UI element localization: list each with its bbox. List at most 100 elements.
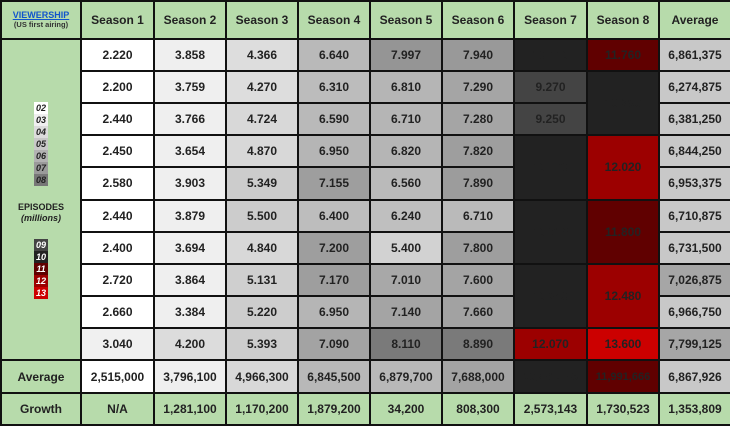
header-season-3: Season 3	[225, 0, 299, 40]
cell: 2.200	[80, 69, 155, 104]
row-average: 6,381,250	[658, 101, 730, 137]
cell: 4.724	[225, 101, 299, 137]
header-average: Average	[658, 0, 730, 40]
cell: 3.694	[153, 230, 227, 265]
growth-cell: 808,300	[441, 391, 515, 426]
growth-cell: 1,879,200	[297, 391, 371, 426]
cell: 12.480	[586, 262, 660, 330]
cell: 5.220	[225, 295, 299, 330]
growth-row: Growth N/A 1,281,100 1,170,200 1,879,200…	[0, 391, 730, 426]
legend-chip: 12	[33, 275, 48, 288]
header-season-5: Season 5	[369, 0, 443, 40]
cell: 2.720	[80, 262, 155, 298]
cell: 10.290	[586, 69, 660, 137]
average-cell: 3,796,100	[153, 359, 227, 394]
cell: 6.400	[297, 198, 371, 233]
growth-cell: 1,281,100	[153, 391, 227, 426]
cell: 10.110	[513, 37, 588, 72]
cell: 9.250	[513, 101, 588, 137]
growth-cell: 34,200	[369, 391, 443, 426]
cell: 11.800	[586, 198, 660, 265]
average-cell: 6,879,700	[369, 359, 443, 394]
legend-chip: 13	[33, 287, 48, 300]
cell: 3.654	[153, 134, 227, 169]
cell: 6.590	[297, 101, 371, 137]
legend-chip: 02	[33, 101, 48, 114]
cell: 2.440	[80, 101, 155, 137]
cell: 2.220	[80, 37, 155, 72]
cell: 3.858	[153, 37, 227, 72]
viewership-link[interactable]: VIEWERSHIP	[12, 10, 70, 21]
header-season-7: Season 7	[513, 0, 588, 40]
growth-cell: 1,170,200	[225, 391, 299, 426]
table-row: 2.720 3.864 5.131 7.170 7.010 7.600 10.2…	[1, 262, 730, 330]
row-average: 6,966,750	[658, 295, 730, 330]
table-row: 2.440 3.766 4.724 6.590 6.710 7.280 9.25…	[1, 101, 730, 137]
episodes-sidebar: 02 03 04 05 06 07 08 EPISODES (millions)…	[0, 37, 82, 362]
cell: 6.820	[369, 134, 443, 169]
row-average: 7,799,125	[658, 327, 730, 362]
growth-cell: 2,573,143	[513, 391, 588, 426]
cell: 7.890	[441, 166, 515, 201]
cell: 3.864	[153, 262, 227, 298]
row-average: 6,731,500	[658, 230, 730, 265]
table-row: 02 03 04 05 06 07 08 EPISODES (millions)…	[0, 37, 730, 362]
corner-subtitle: (US first airing)	[13, 19, 69, 29]
cell: 7.820	[441, 134, 515, 169]
row-average: 6,710,875	[658, 198, 730, 233]
cell: 7.940	[441, 37, 515, 72]
table-row: 2.440 3.879 5.500 6.400 6.240 6.710 10.7…	[1, 198, 730, 265]
row-average: 6,953,375	[658, 166, 730, 201]
cell: 13.600	[586, 327, 660, 362]
cell: 2.400	[80, 230, 155, 265]
cell: 6.950	[297, 295, 371, 330]
cell: 9.270	[513, 69, 588, 104]
growth-label: Growth	[0, 391, 82, 426]
cell: 10.240	[513, 262, 588, 330]
cell: 5.393	[225, 327, 299, 362]
table-row: 3.040 4.200 5.393 7.090 8.110 8.890 12.0…	[1, 327, 730, 362]
cell: 5.131	[225, 262, 299, 298]
cell: 7.600	[441, 262, 515, 298]
row-average: 6,844,250	[658, 134, 730, 169]
cell: 10.170	[513, 134, 588, 201]
cell: 7.170	[297, 262, 371, 298]
cell: 4.870	[225, 134, 299, 169]
table-row: 2.400 3.694 4.840 7.200 5.400 7.800 6,73…	[1, 230, 730, 265]
cell: 6.240	[369, 198, 443, 233]
cell: 4.270	[225, 69, 299, 104]
growth-cell: 1,353,809	[658, 391, 730, 426]
legend-chip: 07	[33, 161, 48, 174]
legend-chip: 10	[33, 251, 48, 264]
legend-chip: 06	[33, 149, 48, 162]
legend-chip: 05	[33, 137, 48, 150]
cell: 2.440	[80, 198, 155, 233]
average-cell: 6,845,500	[297, 359, 371, 394]
corner-cell: VIEWERSHIP (US first airing)	[0, 0, 82, 40]
cell: 7.155	[297, 166, 371, 201]
cell: 4.366	[225, 37, 299, 72]
average-cell: 7,688,000	[441, 359, 515, 394]
table-row: 2.580 3.903 5.349 7.155 6.560 7.890 6,95…	[1, 166, 730, 201]
row-average: 6,861,375	[658, 37, 730, 72]
cell: 3.766	[153, 101, 227, 137]
table-row: 2.450 3.654 4.870 6.950 6.820 7.820 10.1…	[1, 134, 730, 201]
average-cell: 2,515,000	[80, 359, 155, 394]
average-cell: 4,966,300	[225, 359, 299, 394]
cell: 7.660	[441, 295, 515, 330]
cell: 5.500	[225, 198, 299, 233]
table-row: 2.660 3.384 5.220 6.950 7.140 7.660 6,96…	[1, 295, 730, 330]
average-row: Average 2,515,000 3,796,100 4,966,300 6,…	[0, 359, 730, 394]
legend-chip: 03	[33, 113, 48, 126]
cell: 6.310	[297, 69, 371, 104]
table-row: 2.200 3.759 4.270 6.310 6.810 7.290 9.27…	[1, 69, 730, 137]
cell: 6.560	[369, 166, 443, 201]
legend-chip: 11	[33, 263, 48, 276]
cell: 12.070	[513, 327, 588, 362]
cell: 2.580	[80, 166, 155, 201]
cell: 6.810	[369, 69, 443, 104]
cell: 10.718	[513, 198, 588, 265]
growth-cell: N/A	[80, 391, 155, 426]
cell: 3.040	[80, 327, 155, 362]
